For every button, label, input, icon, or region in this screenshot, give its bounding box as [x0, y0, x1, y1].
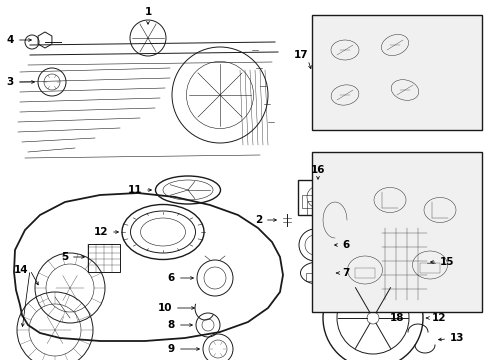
Text: 1: 1	[144, 7, 151, 24]
Text: 2: 2	[254, 215, 276, 225]
Bar	[311, 15, 481, 130]
Bar	[88, 244, 120, 272]
Text: 6: 6	[334, 240, 348, 250]
Text: 17: 17	[293, 50, 307, 60]
Text: 8: 8	[167, 320, 192, 330]
Bar	[297, 180, 337, 215]
Bar	[311, 152, 481, 312]
Text: 4: 4	[7, 35, 31, 45]
Bar	[306, 201, 323, 215]
Text: 10: 10	[157, 303, 194, 313]
Bar	[381, 228, 426, 300]
Text: 9: 9	[167, 344, 199, 354]
Text: 11: 11	[127, 185, 151, 195]
Text: 16: 16	[310, 165, 325, 179]
Bar	[419, 263, 439, 273]
Text: 15: 15	[430, 257, 453, 267]
Text: 6: 6	[167, 273, 193, 283]
Text: 3: 3	[7, 77, 34, 87]
Text: 14: 14	[14, 265, 29, 275]
Bar	[302, 195, 315, 208]
Bar	[305, 273, 329, 281]
Text: 5: 5	[61, 252, 84, 262]
Text: 12: 12	[426, 313, 446, 323]
Text: 18: 18	[389, 313, 404, 323]
Text: 12: 12	[93, 227, 118, 237]
Text: 7: 7	[336, 268, 348, 278]
Text: 13: 13	[438, 333, 464, 343]
Bar	[354, 268, 374, 278]
